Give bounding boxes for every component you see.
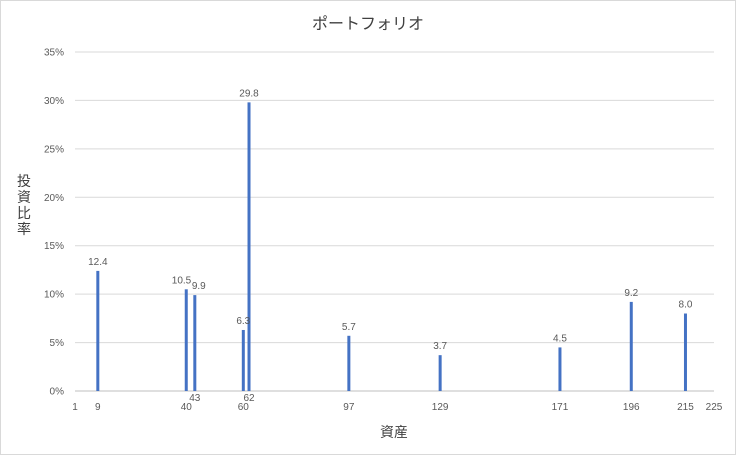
- x-tick-label: 171: [552, 402, 569, 413]
- data-label: 9.2: [624, 288, 638, 299]
- x-tick-label: 225: [706, 402, 723, 413]
- x-tick-label: 62: [243, 393, 255, 404]
- x-tick-label: 1: [72, 402, 78, 413]
- data-label: 6.3: [236, 316, 250, 327]
- bar: [683, 313, 687, 391]
- chart-title: ポートフォリオ: [312, 14, 424, 33]
- y-tick-label: 30%: [44, 96, 64, 107]
- bar: [558, 347, 562, 391]
- bar: [438, 355, 442, 391]
- x-tick-label: 97: [343, 402, 355, 413]
- y-tick-label: 15%: [44, 241, 64, 252]
- y-tick-label: 35%: [44, 48, 64, 59]
- x-tick-label: 60: [238, 402, 250, 413]
- bar: [241, 329, 245, 391]
- y-axis-ticks: 0% 5% 10% 15% 20% 25% 30% 35%: [44, 48, 64, 398]
- x-tick-label: 43: [189, 393, 201, 404]
- bar: [247, 102, 251, 391]
- bar: [184, 289, 188, 391]
- data-label: 8.0: [679, 300, 693, 311]
- x-tick-label: 40: [181, 402, 193, 413]
- y-tick-label: 10%: [44, 290, 64, 301]
- bar: [96, 270, 100, 391]
- data-label: 5.7: [342, 322, 356, 333]
- data-label: 12.4: [88, 257, 108, 268]
- data-label: 29.8: [239, 88, 259, 99]
- x-tick-label: 9: [95, 402, 101, 413]
- gridlines: [75, 51, 714, 392]
- y-axis-title: 投資比率: [17, 174, 31, 238]
- y-tick-label: 25%: [44, 144, 64, 155]
- x-tick-label: 129: [432, 402, 449, 413]
- x-tick-label: 215: [677, 402, 694, 413]
- y-tick-label: 20%: [44, 193, 64, 204]
- bar: [193, 295, 197, 391]
- data-label: 10.5: [172, 275, 192, 286]
- data-label: 9.9: [192, 281, 206, 292]
- data-label: 4.5: [553, 333, 567, 344]
- x-axis-title: 資産: [380, 425, 408, 441]
- data-labels: 12.4 10.59.9 6.3 29.8 5.7 3.7 4.5 9.2 8.0: [88, 88, 693, 352]
- y-tick-label: 0%: [50, 387, 65, 398]
- data-label: 3.7: [433, 341, 447, 352]
- bar: [629, 301, 633, 391]
- bar: [347, 335, 351, 391]
- x-tick-label: 196: [623, 402, 640, 413]
- bars: [96, 102, 687, 391]
- y-tick-label: 5%: [50, 338, 65, 349]
